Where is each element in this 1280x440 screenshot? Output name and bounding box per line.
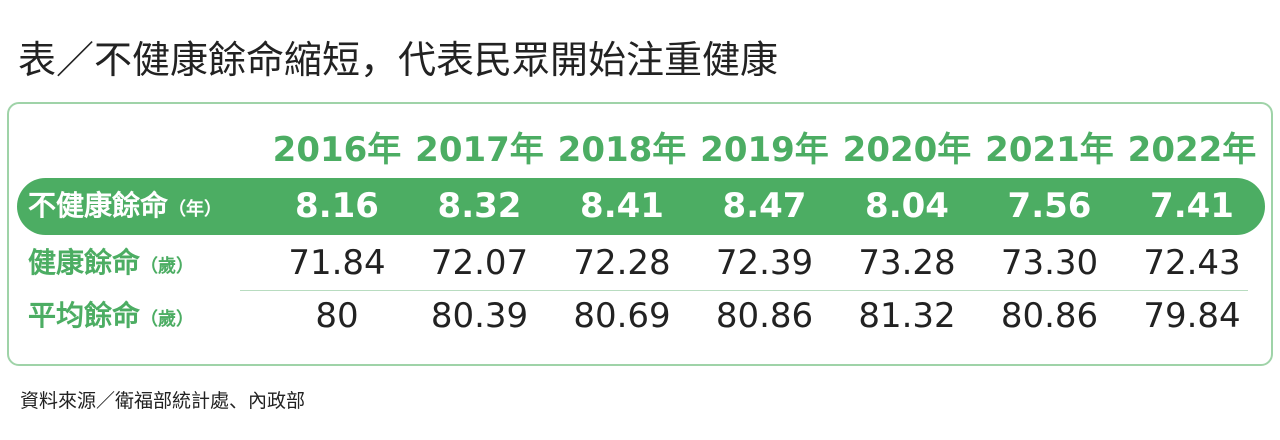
cell-value: 73.28 bbox=[858, 243, 956, 283]
row-label-text: 不健康餘命 bbox=[28, 189, 169, 222]
cell-value: 8.47 bbox=[722, 186, 807, 226]
column-header: 2019年 bbox=[700, 130, 829, 170]
table-frame bbox=[7, 102, 1273, 366]
column-header: 2022年 bbox=[1127, 130, 1257, 170]
column-header: 2018年 bbox=[557, 130, 687, 170]
cell-value: 80.69 bbox=[573, 296, 671, 336]
cell-value: 72.07 bbox=[430, 243, 529, 283]
row-unit: （歲） bbox=[140, 256, 195, 277]
column-header: 2016年 bbox=[272, 130, 402, 170]
cell-value: 71.84 bbox=[288, 243, 386, 283]
cell-value: 73.30 bbox=[1000, 243, 1099, 283]
cell-value: 80.86 bbox=[715, 296, 814, 336]
row-label: 平均餘命（歲） bbox=[28, 296, 194, 340]
title: 表／不健康餘命縮短，代表民眾開始注重健康 bbox=[18, 38, 779, 82]
row-unit: （歲） bbox=[140, 309, 195, 330]
row-label-text: 健康餘命 bbox=[28, 246, 141, 279]
source-note: 資料來源／衛福部統計處、內政部 bbox=[20, 390, 306, 412]
row-unit: （年） bbox=[168, 199, 223, 220]
column-header: 2017年 bbox=[415, 130, 544, 170]
cell-value: 8.16 bbox=[295, 186, 379, 226]
cell-value: 80 bbox=[315, 296, 359, 336]
cell-value: 8.32 bbox=[437, 186, 522, 226]
cell-value: 7.41 bbox=[1150, 186, 1234, 226]
row-label: 健康餘命（歲） bbox=[28, 243, 194, 287]
cell-value: 72.39 bbox=[715, 243, 814, 283]
row-label: 不健康餘命（年） bbox=[28, 186, 222, 230]
cell-value: 8.04 bbox=[865, 186, 949, 226]
highlight-band bbox=[17, 178, 1265, 235]
cell-value: 81.32 bbox=[858, 296, 956, 336]
cell-value: 80.39 bbox=[430, 296, 529, 336]
row-label-text: 平均餘命 bbox=[28, 299, 141, 332]
column-header: 2021年 bbox=[985, 130, 1114, 170]
cell-value: 72.43 bbox=[1143, 243, 1241, 283]
cell-value: 72.28 bbox=[573, 243, 671, 283]
column-header: 2020年 bbox=[842, 130, 972, 170]
cell-value: 79.84 bbox=[1143, 296, 1241, 336]
cell-value: 80.86 bbox=[1000, 296, 1099, 336]
row-separator bbox=[240, 290, 1248, 291]
cell-value: 7.56 bbox=[1007, 186, 1092, 226]
cell-value: 8.41 bbox=[580, 186, 664, 226]
